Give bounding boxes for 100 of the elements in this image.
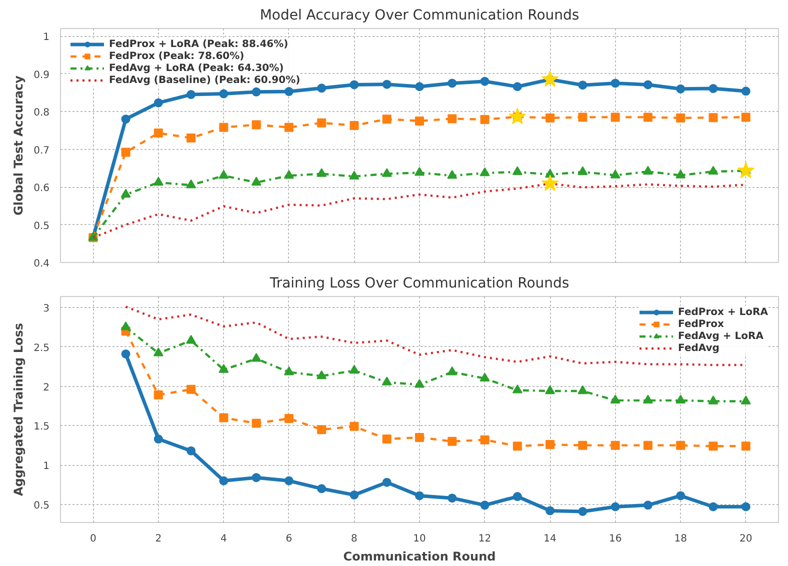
point	[382, 434, 392, 444]
point	[251, 353, 262, 362]
point	[610, 394, 620, 404]
point	[219, 89, 228, 98]
point	[708, 396, 718, 404]
point	[382, 168, 392, 177]
point	[643, 500, 652, 510]
point	[448, 436, 457, 446]
point	[741, 502, 750, 512]
y-tick-label: 1	[43, 461, 50, 472]
point	[415, 82, 424, 92]
y-tick-label: 3	[43, 304, 50, 315]
point	[676, 394, 686, 404]
point	[741, 112, 750, 122]
point	[186, 133, 196, 142]
x-tick-label: 20	[740, 534, 752, 544]
point	[676, 113, 686, 122]
legend-label: FedAvg + LoRA (Peak: 64.30%)	[109, 62, 284, 74]
point	[349, 364, 360, 374]
point	[480, 114, 490, 124]
point	[316, 168, 327, 177]
point	[316, 370, 327, 380]
point	[676, 440, 686, 450]
point	[121, 349, 130, 358]
point	[512, 166, 522, 176]
point	[252, 473, 261, 482]
x-tick-label: 8	[351, 534, 358, 544]
point	[480, 167, 490, 176]
point	[121, 114, 130, 124]
legend-label: FedProx + LoRA (Peak: 88.46%)	[109, 38, 288, 50]
point	[154, 128, 163, 138]
y-tick-label: 0.7	[34, 145, 50, 156]
chart-title: Training Loss Over Communication Rounds	[268, 276, 570, 292]
point	[642, 394, 653, 404]
point	[642, 166, 653, 175]
point	[382, 478, 392, 487]
point	[350, 80, 359, 90]
point	[317, 425, 326, 434]
point	[676, 170, 686, 178]
point	[578, 112, 588, 122]
point	[741, 86, 750, 96]
chart-title: Model Accuracy Over Communication Rounds	[260, 8, 580, 24]
point	[610, 112, 620, 122]
point	[120, 188, 131, 198]
point	[219, 476, 228, 486]
point	[610, 78, 620, 88]
point	[578, 385, 588, 394]
x-tick-label: 10	[413, 534, 426, 544]
x-tick-label: 4	[220, 534, 227, 544]
y-tick-label: 1.5	[34, 422, 50, 433]
point	[252, 120, 261, 130]
point	[740, 396, 751, 404]
point	[415, 491, 424, 500]
point	[541, 70, 559, 87]
point	[252, 87, 261, 96]
point	[448, 114, 457, 124]
legend-label: FedAvg + LoRA	[678, 330, 764, 342]
point	[448, 78, 457, 88]
point	[546, 506, 555, 516]
point	[480, 76, 490, 86]
point	[447, 366, 458, 376]
point	[284, 476, 294, 486]
point	[708, 84, 718, 93]
point	[284, 122, 294, 132]
point	[153, 348, 164, 356]
point	[447, 170, 458, 179]
point	[218, 170, 229, 179]
point	[578, 440, 588, 450]
point	[382, 376, 392, 386]
x-tick-label: 0	[90, 534, 96, 544]
point	[578, 80, 588, 90]
point	[610, 170, 620, 178]
point	[415, 432, 424, 442]
point	[284, 366, 294, 376]
point	[480, 435, 490, 444]
point	[546, 113, 555, 122]
y-axis-title: Global Test Accuracy	[12, 75, 26, 216]
legend-label: FedProx (Peak: 78.60%)	[109, 50, 244, 62]
point	[508, 108, 526, 124]
x-tick-label: 12	[478, 534, 492, 544]
point	[578, 166, 588, 176]
point	[676, 84, 686, 94]
point	[251, 176, 262, 186]
point	[737, 162, 754, 178]
point	[643, 80, 652, 90]
point	[480, 500, 490, 510]
point	[186, 446, 196, 456]
y-tick-label: 0.5	[34, 220, 50, 232]
point	[284, 170, 294, 179]
point	[350, 422, 359, 431]
point	[414, 166, 424, 176]
point	[317, 484, 326, 494]
y-tick-label: 0.4	[34, 258, 50, 270]
legend-label: FedAvg	[678, 342, 720, 354]
x-tick-label: 18	[674, 534, 687, 544]
point	[186, 384, 196, 394]
point	[120, 322, 131, 330]
legend-label: FedAvg (Baseline) (Peak: 60.90%)	[109, 74, 300, 86]
point	[414, 379, 424, 388]
point	[284, 414, 294, 424]
